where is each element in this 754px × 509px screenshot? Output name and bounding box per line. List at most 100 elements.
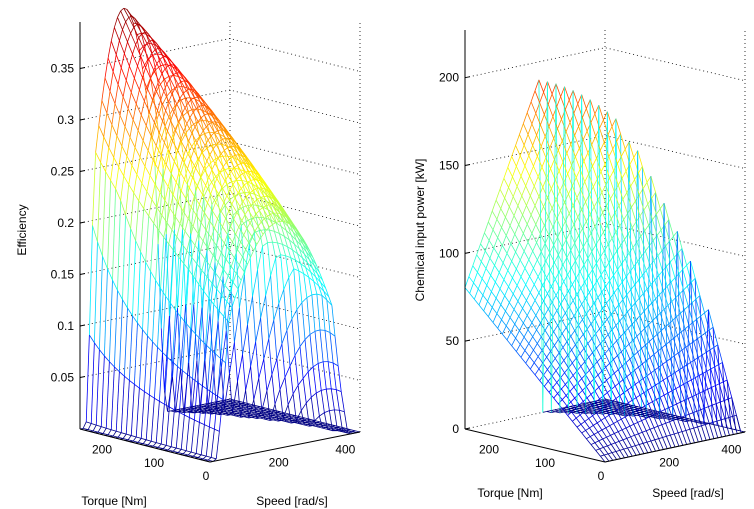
power-mesh-line [581, 298, 586, 305]
power-mesh-line [569, 391, 575, 399]
efficiency-mesh-line [196, 93, 203, 100]
power-mesh-line [572, 205, 579, 218]
efficiency-mesh-line [175, 130, 181, 141]
power-mesh-line [543, 308, 549, 317]
power-mesh-line [564, 193, 569, 203]
power-mesh-line [671, 301, 677, 317]
power-mesh-line [670, 257, 675, 263]
efficiency-mesh-line [195, 167, 201, 178]
efficiency-mesh-line [144, 150, 149, 167]
efficiency-mesh-line [194, 408, 200, 411]
power-torque-label: Torque [Nm] [477, 486, 542, 500]
efficiency-mesh-line [99, 349, 105, 357]
efficiency-mesh-line [130, 78, 135, 93]
power-mesh-line [645, 357, 651, 362]
efficiency-mesh-line [305, 267, 311, 273]
efficiency-mesh-line [200, 222, 207, 231]
efficiency-mesh-line [190, 189, 197, 234]
efficiency-mesh-line [173, 409, 179, 412]
power-mesh-line [553, 325, 558, 332]
efficiency-mesh-line [242, 156, 246, 166]
power-mesh-line [589, 425, 594, 429]
power-mesh-line [658, 367, 664, 381]
power-mesh-line [597, 429, 603, 433]
efficiency-mesh-line [111, 103, 116, 125]
efficiency-mesh-line [199, 106, 205, 116]
efficiency-mesh-line [327, 361, 332, 389]
efficiency-mesh-line [186, 407, 192, 410]
power-mesh-line [716, 425, 722, 427]
power-mesh-line [678, 369, 684, 385]
power-mesh-line [607, 244, 614, 258]
power-mesh-line [570, 397, 575, 403]
power-mesh-line [574, 135, 580, 149]
efficiency-mesh-line [317, 273, 322, 283]
efficiency-mesh-line [100, 162, 106, 172]
power-mesh-line [607, 404, 613, 407]
power-mesh-line [589, 427, 595, 435]
power-mesh-line [550, 351, 556, 359]
power-mesh-line [512, 176, 518, 187]
efficiency-mesh-line [125, 80, 132, 93]
efficiency-mesh-line [202, 455, 207, 460]
efficiency-mesh-line [262, 246, 267, 296]
efficiency-mesh-line [214, 213, 221, 263]
efficiency-mesh-line [222, 139, 228, 149]
power-mesh-line [638, 172, 644, 189]
efficiency-mesh-line [277, 216, 284, 222]
power-mesh-line [592, 157, 597, 167]
efficiency-mesh-line [194, 245, 201, 253]
efficiency-mesh-line [227, 232, 232, 292]
efficiency-mesh-line [202, 408, 208, 411]
efficiency-mesh-line [185, 132, 190, 151]
efficiency-mesh-line [107, 40, 112, 59]
efficiency-mesh-line [265, 204, 269, 207]
efficiency-mesh-line [260, 179, 266, 186]
efficiency-mesh-line [271, 358, 278, 375]
power-mesh-line [525, 276, 530, 285]
efficiency-mesh-line [235, 253, 240, 309]
efficiency-mesh-line [166, 89, 173, 97]
power-mesh-line [539, 215, 545, 226]
power-mesh-line [641, 348, 647, 361]
power-mesh-line [675, 297, 681, 314]
power-mesh-line [510, 234, 516, 244]
efficiency-mesh-line [195, 405, 201, 408]
power-grid [464, 30, 746, 433]
efficiency-mesh-line [218, 405, 224, 408]
power-mesh-line [563, 281, 569, 292]
power-mesh-line [642, 182, 648, 189]
power-mesh-line [528, 155, 534, 167]
efficiency-mesh-line [110, 40, 117, 55]
power-mesh-line [572, 90, 578, 414]
efficiency-mesh-line [246, 228, 253, 237]
power-mesh-line [513, 300, 519, 310]
power-mesh-line [511, 345, 517, 352]
efficiency-mesh-line [293, 268, 299, 272]
power-mesh-line [554, 409, 560, 412]
efficiency-mesh-line [272, 212, 279, 218]
efficiency-mesh-line [203, 186, 210, 197]
efficiency-mesh-line [122, 215, 127, 300]
power-mesh-line [691, 396, 698, 412]
efficiency-mesh-line [306, 294, 313, 298]
efficiency-mesh-line [275, 254, 281, 259]
efficiency-mesh-line [264, 414, 270, 417]
efficiency-mesh-line [201, 258, 206, 271]
power-mesh-line [489, 257, 495, 266]
power-mesh-line [584, 411, 590, 414]
efficiency-z-tick-label: 0.05 [51, 371, 75, 385]
efficiency-mesh-line [261, 217, 267, 219]
efficiency-mesh-line [120, 10, 126, 22]
efficiency-mesh-line [174, 100, 181, 107]
efficiency-mesh-line [239, 149, 245, 156]
efficiency-mesh-line [252, 409, 258, 413]
power-mesh-line [561, 333, 568, 342]
power-mesh-line [654, 417, 660, 420]
power-mesh-line [500, 295, 506, 305]
efficiency-mesh-line [179, 97, 186, 101]
power-mesh-line [618, 441, 625, 450]
efficiency-mesh-line [225, 162, 232, 172]
efficiency-mesh-line [160, 237, 165, 289]
power-mesh-line [553, 138, 559, 151]
